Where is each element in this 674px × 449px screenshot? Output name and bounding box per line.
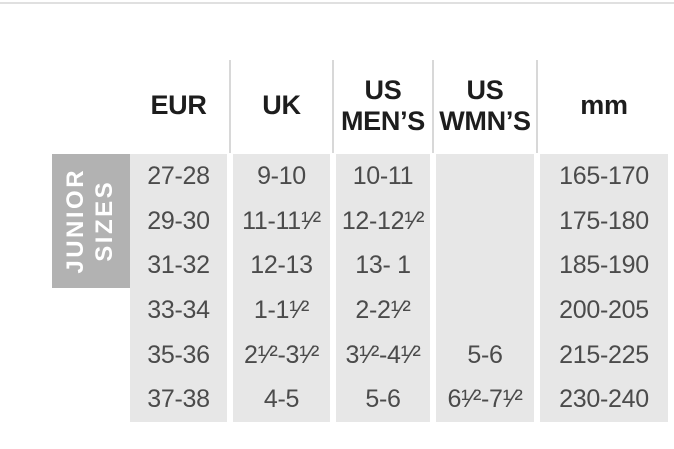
cell-mm: 215-225 bbox=[540, 332, 668, 378]
cell-mm: 185-190 bbox=[540, 243, 668, 289]
cell-uk: 4-5 bbox=[233, 377, 330, 423]
cell-eur: 35-36 bbox=[130, 332, 227, 378]
group-label-text: JUNIOR SIZES bbox=[62, 168, 120, 274]
cell-us-mens: 13- 1 bbox=[336, 243, 430, 289]
cell-mm: 200-205 bbox=[540, 288, 668, 333]
cell-mm: 165-170 bbox=[540, 154, 668, 199]
column-uk: 9-10 11-11¹⁄² 12-13 1-1¹⁄² 2¹⁄²-3¹⁄² 4-5 bbox=[233, 154, 330, 423]
cell-uk: 11-11¹⁄² bbox=[233, 198, 330, 244]
cell-us-wmns bbox=[436, 154, 534, 199]
column-us-mens: 10-11 12-12¹⁄² 13- 1 2-2¹⁄² 3¹⁄²-4¹⁄² 5-… bbox=[336, 154, 430, 423]
cell-mm: 175-180 bbox=[540, 198, 668, 244]
cell-us-mens: 10-11 bbox=[336, 154, 430, 199]
cell-uk: 9-10 bbox=[233, 154, 330, 199]
column-eur: 27-28 29-30 31-32 33-34 35-36 37-38 bbox=[130, 154, 227, 423]
column-divider bbox=[229, 60, 231, 153]
cell-us-wmns bbox=[436, 243, 534, 289]
column-divider bbox=[332, 60, 334, 153]
column-mm: 165-170 175-180 185-190 200-205 215-225 … bbox=[540, 154, 668, 423]
top-divider-line bbox=[0, 2, 674, 4]
cell-eur: 31-32 bbox=[130, 243, 227, 289]
cell-us-wmns bbox=[436, 288, 534, 333]
cell-uk: 1-1¹⁄² bbox=[233, 288, 330, 333]
cell-eur: 27-28 bbox=[130, 154, 227, 199]
column-header-uk: UK bbox=[262, 90, 301, 121]
cell-eur: 29-30 bbox=[130, 198, 227, 244]
column-header-us-wmns: US WMN’S bbox=[439, 75, 531, 136]
column-header-mm: mm bbox=[580, 90, 628, 121]
group-label-line2: SIZES bbox=[91, 180, 118, 262]
cell-us-wmns: 6¹⁄²-7¹⁄² bbox=[436, 377, 534, 423]
cell-uk: 2¹⁄²-3¹⁄² bbox=[233, 332, 330, 378]
cell-us-mens: 5-6 bbox=[336, 377, 430, 423]
column-divider bbox=[536, 60, 538, 153]
column-us-wmns: 5-6 6¹⁄²-7¹⁄² bbox=[436, 154, 534, 423]
cell-eur: 33-34 bbox=[130, 288, 227, 333]
cell-eur: 37-38 bbox=[130, 377, 227, 423]
cell-mm: 230-240 bbox=[540, 377, 668, 423]
cell-us-mens: 3¹⁄²-4¹⁄² bbox=[336, 332, 430, 378]
cell-us-wmns bbox=[436, 198, 534, 244]
column-divider bbox=[432, 60, 434, 153]
group-label-junior-sizes: JUNIOR SIZES bbox=[52, 154, 130, 288]
column-header-eur: EUR bbox=[150, 90, 207, 121]
cell-us-mens: 2-2¹⁄² bbox=[336, 288, 430, 333]
cell-uk: 12-13 bbox=[233, 243, 330, 289]
group-label-line1: JUNIOR bbox=[62, 168, 90, 274]
cell-us-wmns: 5-6 bbox=[436, 332, 534, 378]
cell-us-mens: 12-12¹⁄² bbox=[336, 198, 430, 244]
column-header-us-mens: US MEN’S bbox=[340, 75, 425, 136]
